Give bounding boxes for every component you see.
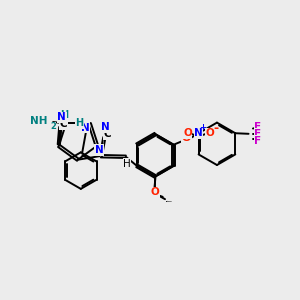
Text: H: H (123, 159, 131, 169)
Text: N: N (95, 145, 103, 155)
Text: H: H (60, 110, 68, 120)
Text: F: F (254, 122, 262, 132)
Text: +: + (199, 123, 206, 132)
Text: O: O (206, 128, 214, 138)
Text: H: H (75, 118, 83, 128)
Text: -: - (213, 122, 218, 135)
Text: methoxy: methoxy (166, 201, 173, 202)
Text: NH: NH (30, 116, 48, 126)
Text: O: O (183, 128, 192, 138)
Text: F: F (254, 136, 262, 146)
Text: N: N (57, 112, 66, 122)
Text: N: N (81, 123, 90, 133)
Text: C: C (59, 119, 67, 129)
Text: O: O (181, 133, 191, 142)
Text: N: N (101, 122, 110, 132)
Text: 2: 2 (50, 122, 56, 131)
Text: O: O (150, 187, 159, 197)
Text: F: F (254, 129, 262, 139)
Text: C: C (103, 129, 111, 140)
Text: N: N (194, 128, 203, 138)
